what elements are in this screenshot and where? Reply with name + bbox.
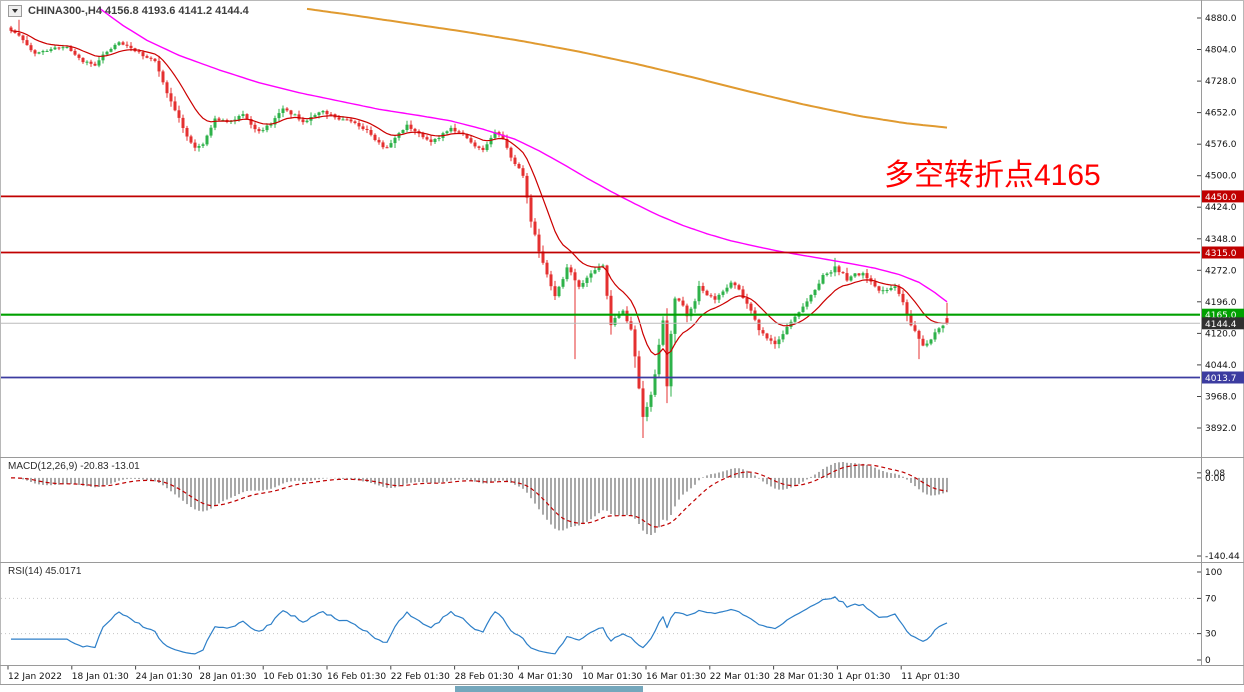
trend-annotation: 多空转折点4165	[884, 159, 1101, 192]
time-axis[interactable]: 12 Jan 2022 18 Jan 01:30 24 Jan 01:30 28 Ja…	[7, 666, 960, 682]
panel-dividers	[0, 0, 1244, 666]
svg-text:4196.0: 4196.0	[1205, 298, 1237, 308]
svg-text:4652.0: 4652.0	[1205, 109, 1237, 119]
rsi-panel[interactable]	[1, 596, 1200, 655]
level-lines[interactable]	[1, 195, 1200, 379]
svg-text:28 Mar 01:30: 28 Mar 01:30	[774, 672, 834, 682]
rsi-line	[11, 596, 948, 655]
fast-ma-line	[10, 30, 947, 356]
svg-text:4165.0: 4165.0	[1205, 311, 1237, 321]
svg-text:3892.0: 3892.0	[1205, 424, 1237, 434]
svg-text:16 Mar 01:30: 16 Mar 01:30	[646, 672, 706, 682]
svg-text:4348.0: 4348.0	[1205, 235, 1237, 245]
svg-text:0.00: 0.00	[1205, 474, 1225, 484]
price-axis[interactable]: 4880.0 4804.0 4728.0 4652.0 4576.0 4500.0 4424…	[1197, 14, 1240, 666]
svg-text:9.08: 9.08	[1205, 469, 1225, 479]
svg-text:11 Apr 01:30: 11 Apr 01:30	[901, 672, 960, 682]
svg-text:-140.44: -140.44	[1205, 552, 1240, 562]
symbol-dropdown-button[interactable]	[8, 5, 22, 17]
slow-ma-line	[306, 7, 948, 129]
svg-text:4424.0: 4424.0	[1205, 203, 1237, 213]
svg-text:4272.0: 4272.0	[1205, 266, 1237, 276]
svg-text:4880.0: 4880.0	[1205, 14, 1237, 24]
horizontal-scrollbar[interactable]	[0, 684, 1244, 692]
svg-text:12 Jan 2022: 12 Jan 2022	[8, 672, 62, 682]
svg-text:4728.0: 4728.0	[1205, 77, 1237, 87]
svg-text:70: 70	[1205, 594, 1217, 604]
svg-text:30: 30	[1205, 630, 1217, 640]
svg-text:4804.0: 4804.0	[1205, 46, 1237, 56]
macd-signal-line	[11, 464, 948, 528]
svg-text:4576.0: 4576.0	[1205, 140, 1237, 150]
rsi-title: RSI(14) 45.0171	[8, 566, 82, 577]
svg-text:28 Jan 01:30: 28 Jan 01:30	[199, 672, 256, 682]
macd-histogram	[14, 462, 948, 535]
svg-text:4 Mar 01:30: 4 Mar 01:30	[518, 672, 573, 682]
svg-text:4450.0: 4450.0	[1205, 193, 1237, 203]
svg-text:10 Feb 01:30: 10 Feb 01:30	[263, 672, 322, 682]
macd-panel[interactable]	[11, 462, 948, 535]
svg-text:4013.7: 4013.7	[1205, 374, 1237, 384]
svg-text:22 Mar 01:30: 22 Mar 01:30	[710, 672, 770, 682]
svg-text:0: 0	[1205, 656, 1211, 666]
chevron-down-icon	[12, 9, 18, 13]
mid-ma-line	[98, 7, 948, 303]
svg-text:10 Mar 01:30: 10 Mar 01:30	[582, 672, 642, 682]
svg-text:1 Apr 01:30: 1 Apr 01:30	[837, 672, 890, 682]
symbol-ohlc-title: CHINA300-,H4 4156.8 4193.6 4141.2 4144.4	[28, 5, 249, 17]
candles	[9, 19, 949, 438]
svg-text:22 Feb 01:30: 22 Feb 01:30	[391, 672, 450, 682]
svg-text:4044.0: 4044.0	[1205, 361, 1237, 371]
svg-text:4120.0: 4120.0	[1205, 329, 1237, 339]
macd-title: MACD(12,26,9) -20.83 -13.01	[8, 461, 140, 472]
price-panel[interactable]	[1, 7, 1200, 438]
svg-text:28 Feb 01:30: 28 Feb 01:30	[455, 672, 514, 682]
scrollbar-thumb[interactable]	[455, 686, 643, 692]
svg-text:16 Feb 01:30: 16 Feb 01:30	[327, 672, 386, 682]
symbol-bar: CHINA300-,H4 4156.8 4193.6 4141.2 4144.4	[8, 5, 249, 17]
svg-text:4500.0: 4500.0	[1205, 172, 1237, 182]
svg-text:100: 100	[1205, 568, 1222, 578]
svg-text:18 Jan 01:30: 18 Jan 01:30	[72, 672, 129, 682]
svg-text:3968.0: 3968.0	[1205, 393, 1237, 403]
svg-text:4144.4: 4144.4	[1205, 320, 1237, 330]
svg-text:4315.0: 4315.0	[1205, 249, 1237, 259]
svg-text:24 Jan 01:30: 24 Jan 01:30	[136, 672, 193, 682]
